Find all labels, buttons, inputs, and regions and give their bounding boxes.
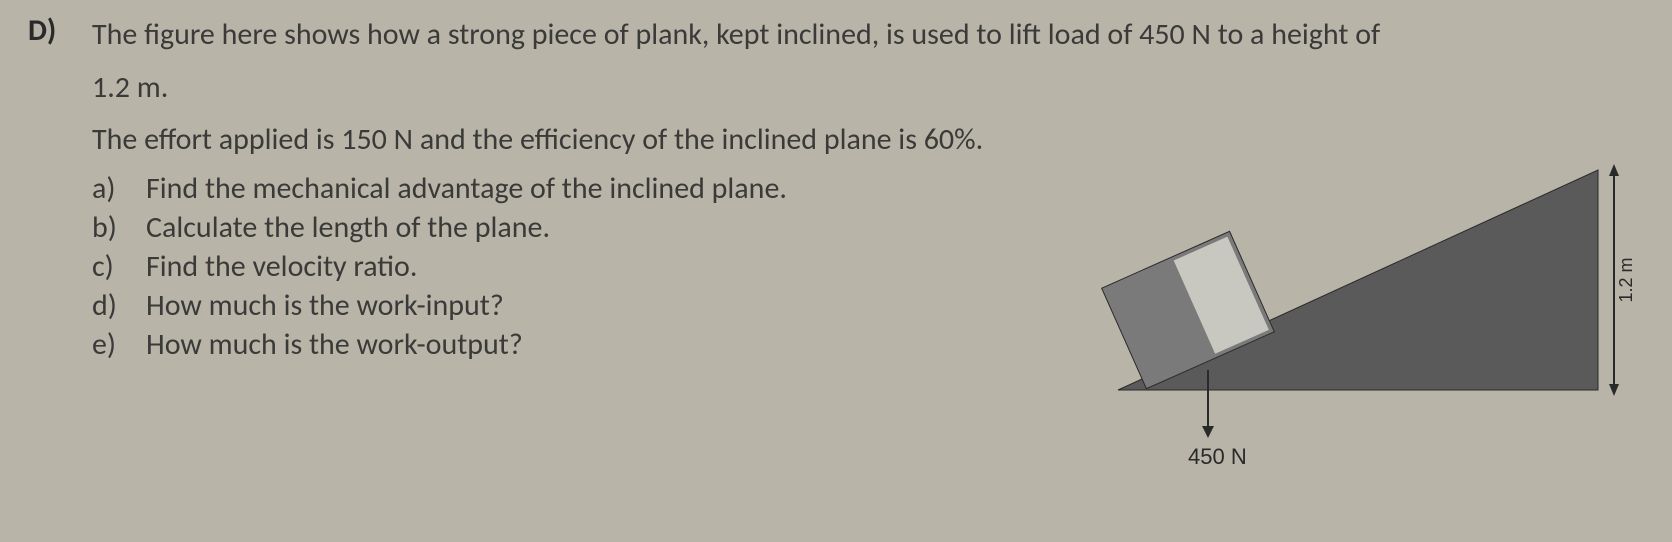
subpart-label: e) [92,326,146,363]
subparts-list: a) Find the mechanical advantage of the … [92,170,1644,363]
intro-text-line2: 1.2 m. [92,65,1644,112]
subpart-label: c) [92,248,146,285]
subpart-text: How much is the work-input? [146,287,504,324]
subpart-label: a) [92,170,146,207]
subpart-d: d) How much is the work-input? [92,287,1644,324]
subpart-text: Calculate the length of the plane. [146,209,550,246]
subpart-e: e) How much is the work-output? [92,326,1644,363]
svg-text:450 N: 450 N [1188,444,1247,469]
intro-text-line1: The figure here shows how a strong piece… [92,12,1380,59]
subpart-c: c) Find the velocity ratio. [92,248,1644,285]
subpart-label: b) [92,209,146,246]
subpart-text: How much is the work-output? [146,326,523,363]
subpart-label: d) [92,287,146,324]
subpart-text: Find the mechanical advantage of the inc… [146,170,787,207]
question-label: D) [28,12,92,49]
subpart-a: a) Find the mechanical advantage of the … [92,170,1644,207]
subpart-text: Find the velocity ratio. [146,248,417,285]
effort-line: The effort applied is 150 N and the effi… [92,117,1644,164]
subpart-b: b) Calculate the length of the plane. [92,209,1644,246]
